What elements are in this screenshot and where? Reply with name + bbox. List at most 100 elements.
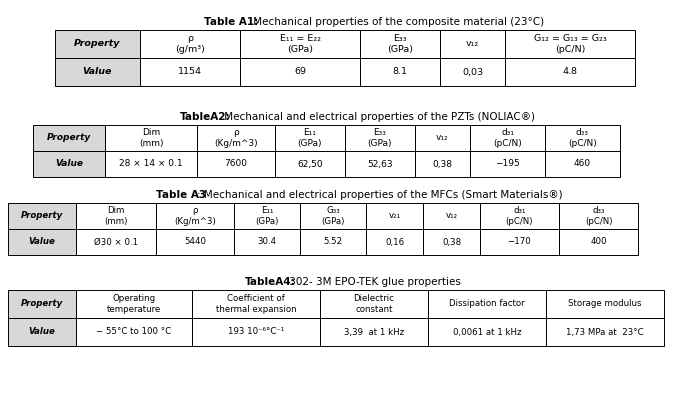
Bar: [345, 125, 415, 151]
Text: E₃₃
(GPa): E₃₃ (GPa): [387, 34, 413, 54]
Bar: [300, 229, 366, 255]
Bar: [428, 318, 546, 346]
Bar: [105, 151, 197, 177]
Text: d₃₁
(pC/N): d₃₁ (pC/N): [493, 128, 522, 148]
Text: −195: −195: [495, 160, 520, 168]
Bar: [240, 30, 360, 58]
Bar: [192, 318, 320, 346]
Text: 28 × 14 × 0.1: 28 × 14 × 0.1: [120, 160, 183, 168]
Bar: [366, 229, 423, 255]
Text: Value: Value: [55, 160, 83, 168]
Bar: [480, 203, 559, 229]
Text: E₁₁
(GPa): E₁₁ (GPa): [298, 128, 322, 148]
Text: v₂₁: v₂₁: [389, 212, 400, 220]
Text: G₁₂ = G₁₃ = G₂₃
(pC/N): G₁₂ = G₁₃ = G₂₃ (pC/N): [533, 34, 607, 54]
Text: TableA4: 302- 3M EPO-TEK glue properties: TableA4: 302- 3M EPO-TEK glue properties: [227, 277, 445, 287]
Text: 0,16: 0,16: [385, 238, 404, 246]
Text: 460: 460: [574, 160, 591, 168]
Text: Dim
(mm): Dim (mm): [104, 206, 128, 226]
Bar: [55, 30, 140, 58]
Bar: [546, 290, 664, 318]
Bar: [440, 58, 505, 86]
Bar: [300, 203, 366, 229]
Text: 0,03: 0,03: [462, 68, 483, 76]
Bar: [546, 318, 664, 346]
Text: 30.4: 30.4: [257, 238, 277, 246]
Text: 52,63: 52,63: [367, 160, 393, 168]
Text: E₃₃
(GPa): E₃₃ (GPa): [367, 128, 392, 148]
Bar: [275, 151, 345, 177]
Text: 0,38: 0,38: [432, 160, 453, 168]
Text: ρ
(Kg/m^3): ρ (Kg/m^3): [214, 128, 257, 148]
Text: Table A1:: Table A1:: [204, 17, 259, 27]
Bar: [33, 125, 105, 151]
Text: Mechanical properties of the composite material (23°C): Mechanical properties of the composite m…: [250, 17, 544, 27]
Text: d₃₁
(pC/N): d₃₁ (pC/N): [505, 206, 533, 226]
Bar: [320, 318, 428, 346]
Text: Table A3: Table A3: [156, 190, 206, 200]
Bar: [505, 30, 635, 58]
Text: Ø30 × 0.1: Ø30 × 0.1: [94, 238, 138, 246]
Bar: [470, 151, 545, 177]
Text: 5.52: 5.52: [324, 238, 343, 246]
Text: Dielectric
constant: Dielectric constant: [354, 294, 395, 314]
Bar: [105, 125, 197, 151]
Bar: [415, 151, 470, 177]
Text: 1,73 MPa at  23°C: 1,73 MPa at 23°C: [566, 328, 644, 336]
Text: −170: −170: [507, 238, 531, 246]
Text: 0,0061 at 1 kHz: 0,0061 at 1 kHz: [453, 328, 521, 336]
Text: Table A3: Mechanical and electrical properties of the MFCs (Smart Materials®): Table A3: Mechanical and electrical prop…: [118, 190, 528, 200]
Bar: [545, 151, 620, 177]
Text: G₃₃
(GPa): G₃₃ (GPa): [321, 206, 345, 226]
Text: Table A1: Mechanical properties of the composite material (23°C): Table A1: Mechanical properties of the c…: [174, 17, 516, 27]
Text: Storage modulus: Storage modulus: [568, 300, 642, 308]
Bar: [470, 125, 545, 151]
Text: 4.8: 4.8: [563, 68, 578, 76]
Text: ρ
(g/m³): ρ (g/m³): [175, 34, 205, 54]
Bar: [140, 58, 240, 86]
Bar: [55, 58, 140, 86]
Text: E₁₁ = E₂₂
(GPa): E₁₁ = E₂₂ (GPa): [279, 34, 320, 54]
Bar: [559, 203, 638, 229]
Text: TableA2:: TableA2:: [180, 112, 230, 122]
Bar: [76, 318, 192, 346]
Text: 7600: 7600: [225, 160, 247, 168]
Bar: [440, 30, 505, 58]
Text: Property: Property: [21, 300, 63, 308]
Bar: [197, 125, 275, 151]
Text: 8.1: 8.1: [393, 68, 408, 76]
Text: ρ
(Kg/m^3): ρ (Kg/m^3): [174, 206, 216, 226]
Bar: [366, 203, 423, 229]
Text: − 55°C to 100 °C: − 55°C to 100 °C: [96, 328, 171, 336]
Bar: [423, 229, 480, 255]
Bar: [360, 30, 440, 58]
Bar: [360, 58, 440, 86]
Text: 62,50: 62,50: [297, 160, 323, 168]
Bar: [559, 229, 638, 255]
Text: 193 10⁻⁶°C⁻¹: 193 10⁻⁶°C⁻¹: [228, 328, 284, 336]
Text: TableA4:: TableA4:: [245, 277, 295, 287]
Text: E₁₁
(GPa): E₁₁ (GPa): [255, 206, 279, 226]
Bar: [33, 151, 105, 177]
Bar: [140, 30, 240, 58]
Text: 1154: 1154: [178, 68, 202, 76]
Text: 69: 69: [294, 68, 306, 76]
Bar: [545, 125, 620, 151]
Text: v₁₂: v₁₂: [436, 134, 449, 142]
Text: Coefficient of
thermal expansion: Coefficient of thermal expansion: [216, 294, 296, 314]
Text: d₃₃
(pC/N): d₃₃ (pC/N): [568, 128, 597, 148]
Bar: [8, 203, 76, 229]
Text: 400: 400: [590, 238, 607, 246]
Bar: [423, 203, 480, 229]
Bar: [156, 229, 234, 255]
Text: Value: Value: [29, 238, 55, 246]
Bar: [197, 151, 275, 177]
Bar: [76, 290, 192, 318]
Text: Dissipation factor: Dissipation factor: [449, 300, 525, 308]
Text: Dim
(mm): Dim (mm): [139, 128, 163, 148]
Text: Value: Value: [29, 328, 55, 336]
Bar: [8, 318, 76, 346]
Text: : Mechanical and electrical properties of the MFCs (Smart Materials®): : Mechanical and electrical properties o…: [197, 190, 563, 200]
Bar: [234, 229, 300, 255]
Bar: [76, 203, 156, 229]
